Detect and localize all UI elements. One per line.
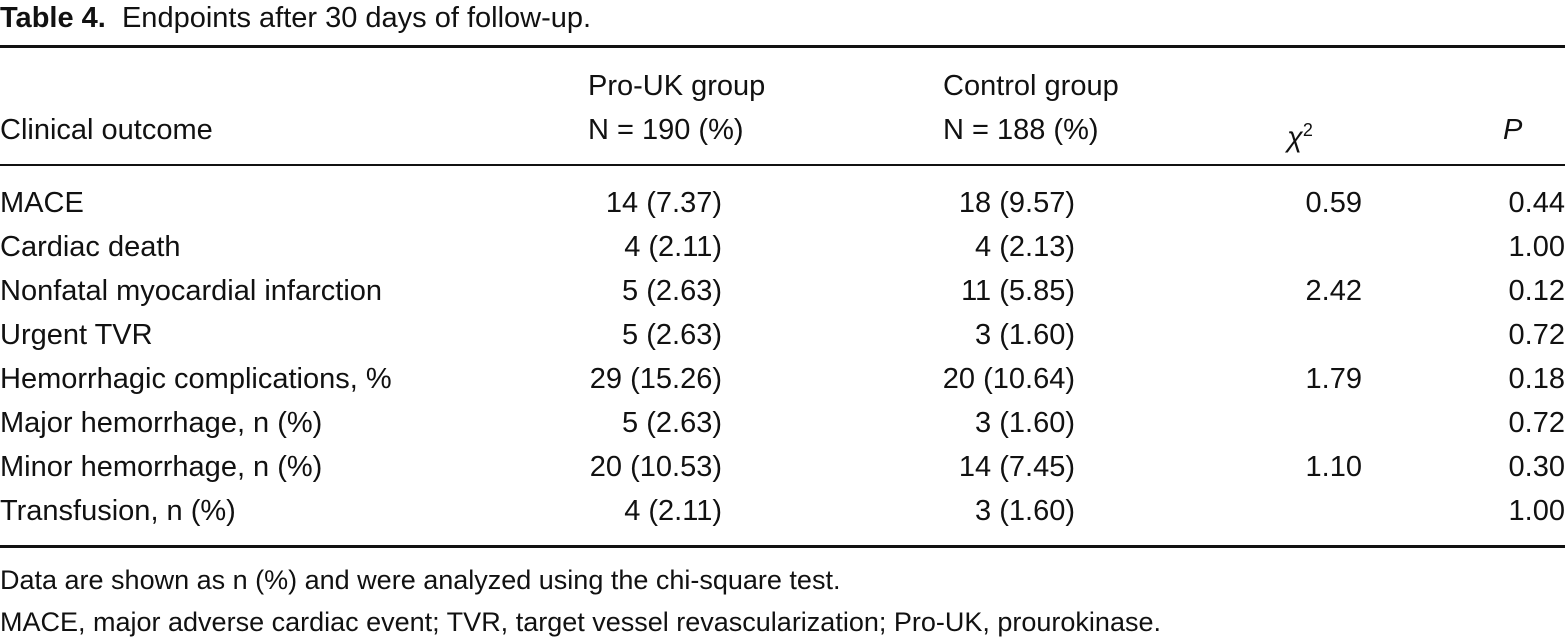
prouk-cell: 5 (2.63)	[622, 275, 722, 307]
chi-cell: 1.10	[1305, 451, 1362, 483]
p-cell: 0.12	[1508, 275, 1565, 307]
outcome-cell: Cardiac death	[0, 231, 181, 263]
header-rule	[0, 164, 1565, 166]
control-cell: 3 (1.60)	[975, 319, 1075, 351]
control-cell: 4 (2.13)	[975, 231, 1075, 263]
header-prouk-1: Pro-UK group	[588, 70, 766, 102]
prouk-cell: 4 (2.11)	[624, 495, 722, 527]
p-cell: 1.00	[1508, 495, 1565, 527]
top-rule	[0, 45, 1565, 48]
header-prouk-2: N = 190 (%)	[588, 114, 744, 146]
title-text: Endpoints after 30 days of follow-up.	[121, 2, 592, 34]
prouk-cell: 5 (2.63)	[622, 407, 722, 439]
chi-cell: 1.79	[1305, 363, 1362, 395]
p-cell: 0.72	[1508, 319, 1565, 351]
p-cell: 0.30	[1508, 451, 1565, 483]
prouk-cell: 4 (2.11)	[624, 231, 722, 263]
chi-cell: 0.59	[1305, 187, 1362, 219]
bottom-rule	[0, 545, 1565, 548]
header-control-1: Control group	[943, 70, 1119, 102]
control-cell: 3 (1.60)	[975, 495, 1075, 527]
outcome-cell: Nonfatal myocardial infarction	[0, 275, 383, 307]
outcome-cell: Transfusion, n (%)	[0, 495, 236, 527]
outcome-cell: Urgent TVR	[0, 319, 153, 351]
p-cell: 0.72	[1508, 407, 1565, 439]
title-label: Table 4.	[0, 2, 106, 34]
prouk-cell: 14 (7.37)	[605, 187, 722, 219]
outcome-cell: MACE	[0, 187, 84, 219]
footnote: Data are shown as n (%) and were analyze…	[0, 565, 841, 595]
control-cell: 3 (1.60)	[975, 407, 1075, 439]
header-p: P	[1503, 114, 1523, 146]
control-cell: 14 (7.45)	[958, 451, 1075, 483]
prouk-cell: 5 (2.63)	[622, 319, 722, 351]
p-cell: 0.44	[1508, 187, 1565, 219]
control-cell: 18 (9.57)	[958, 187, 1075, 219]
prouk-cell: 20 (10.53)	[589, 451, 722, 483]
chi-header: χ2	[1287, 112, 1313, 156]
table-title: Table 4. Endpoints after 30 days of foll…	[0, 0, 591, 36]
outcome-cell: Minor hemorrhage, n (%)	[0, 451, 323, 483]
outcome-cell: Hemorrhagic complications, %	[0, 363, 392, 395]
control-cell: 20 (10.64)	[942, 363, 1075, 395]
prouk-cell: 29 (15.26)	[589, 363, 722, 395]
chi-cell: 2.42	[1305, 275, 1362, 307]
p-cell: 1.00	[1508, 231, 1565, 263]
chi-symbol: χ	[1287, 121, 1303, 154]
chi-sup: 2	[1302, 120, 1313, 140]
header-outcome: Clinical outcome	[0, 114, 213, 146]
footnote: MACE, major adverse cardiac event; TVR, …	[0, 607, 1161, 637]
control-cell: 11 (5.85)	[961, 275, 1075, 307]
outcome-cell: Major hemorrhage, n (%)	[0, 407, 323, 439]
p-cell: 0.18	[1508, 363, 1565, 395]
header-control-2: N = 188 (%)	[943, 114, 1099, 146]
